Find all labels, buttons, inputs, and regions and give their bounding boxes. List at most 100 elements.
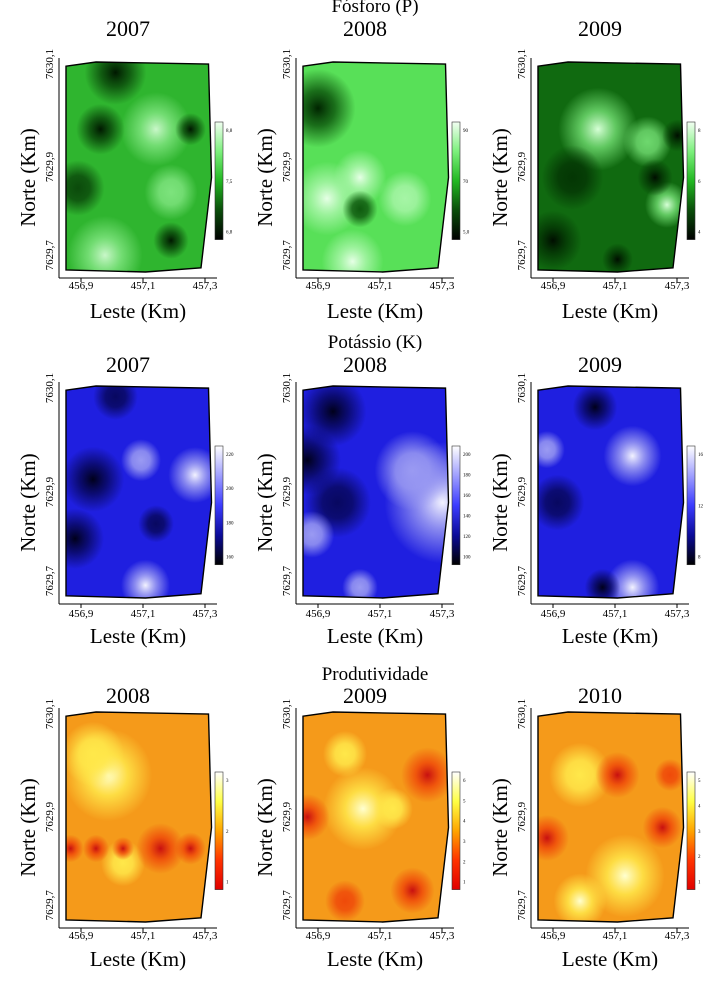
colour-bar [214, 445, 224, 566]
x-tick-label: 456,9 [69, 280, 94, 292]
colour-bar-tick: 180 [226, 521, 234, 526]
x-axis-label: Leste (Km) [327, 624, 423, 648]
contour-blob [595, 751, 640, 799]
x-tick-label: 457,1 [368, 280, 393, 292]
colour-bar-tick: 70 [463, 180, 469, 185]
contour-map [66, 712, 212, 922]
y-tick-label: 7629,7 [516, 240, 528, 271]
contour-blob [342, 568, 378, 598]
panel-year: 2010 [578, 683, 622, 708]
x-axis-label: Leste (Km) [562, 947, 658, 971]
map-outline [302, 61, 450, 273]
colour-bar-tick: 16 [698, 453, 704, 458]
contour-blob [66, 160, 105, 216]
colour-bar-tick: 90 [463, 129, 469, 134]
y-tick-label: 7630,1 [281, 49, 293, 79]
contour-blob [303, 793, 330, 841]
colour-bar-tick: 200 [463, 453, 471, 458]
panel-year: 2009 [343, 683, 387, 708]
contour-blob [93, 386, 138, 420]
y-axis-label: Norte (Km) [253, 778, 277, 877]
contour-blob [66, 446, 125, 512]
contour-blob [111, 836, 135, 861]
y-tick-label: 7629,7 [44, 565, 56, 596]
contour-blob [642, 806, 683, 849]
y-tick-label: 7630,1 [44, 49, 56, 79]
colour-bar-tick: 160 [226, 556, 234, 561]
panel-year: 2007 [106, 352, 150, 377]
panel-group-2: Potássio (K) 2007 456,9 457,1 457,3 7630,1 762… [16, 332, 704, 648]
contour-map [538, 712, 684, 922]
colour-bar [686, 771, 696, 890]
x-tick-label: 457,3 [193, 930, 218, 942]
contour-blob [66, 834, 84, 863]
contour-blob [602, 243, 633, 272]
x-tick-label: 457,3 [665, 930, 690, 942]
contour-blob [323, 767, 403, 851]
x-tick-label: 456,9 [69, 930, 94, 942]
colour-bar-tick: 4 [463, 820, 466, 825]
x-tick-label: 457,3 [665, 280, 690, 292]
y-tick-label: 7629,9 [516, 476, 528, 507]
colour-bar-tick: 2 [698, 855, 701, 860]
contour-blob [303, 68, 356, 148]
contour-blob [136, 823, 185, 874]
x-tick-label: 456,9 [541, 608, 566, 620]
y-axis-label: Norte (Km) [253, 453, 277, 552]
contour-blob [538, 430, 565, 469]
y-axis-label: Norte (Km) [488, 778, 512, 877]
colour-bar-tick: 4 [698, 231, 701, 236]
contour-blob [325, 880, 365, 922]
contour-blob [76, 103, 125, 155]
y-tick-label: 7629,7 [44, 890, 56, 921]
x-axis-label: Leste (Km) [327, 299, 423, 323]
contour-blob [538, 814, 570, 862]
panel-year: 2009 [578, 16, 622, 41]
y-axis-label: Norte (Km) [253, 128, 277, 227]
contour-blob [120, 439, 162, 482]
group-title: Fósforo (P) [331, 0, 418, 17]
colour-bar-tick: 2 [463, 860, 466, 865]
colour-bar-tick: 5 [698, 779, 701, 784]
x-tick-label: 457,1 [131, 930, 156, 942]
contour-blob [373, 787, 413, 830]
x-tick-label: 457,3 [430, 930, 455, 942]
map-outline [537, 711, 685, 923]
x-tick-label: 457,1 [368, 930, 393, 942]
panel-2008: 2008 456,9 457,1 457,3 7630,1 7629,9 7629,7 Les… [253, 352, 471, 648]
y-axis-label: Norte (Km) [16, 128, 40, 227]
contour-blob [390, 867, 435, 914]
contour-blob [321, 229, 384, 272]
y-tick-label: 7629,7 [44, 240, 56, 271]
x-tick-label: 457,1 [368, 608, 393, 620]
colour-bar-tick: 8,8 [226, 129, 233, 134]
x-tick-label: 457,1 [131, 280, 156, 292]
x-tick-label: 457,3 [193, 280, 218, 292]
contour-blob [168, 447, 212, 504]
x-tick-label: 457,1 [131, 608, 156, 620]
contour-blob [637, 159, 673, 196]
contour-blob [100, 840, 146, 887]
x-tick-label: 457,3 [430, 608, 455, 620]
contour-blob [374, 431, 449, 511]
contour-blob [342, 190, 378, 228]
y-tick-label: 7630,1 [281, 699, 293, 729]
colour-bar-tick: 140 [463, 515, 471, 520]
map-outline [65, 711, 213, 923]
x-axis-label: Leste (Km) [90, 624, 186, 648]
x-tick-label: 457,3 [430, 280, 455, 292]
panel-2008: 2008 456,9 457,1 457,3 7630,1 7629,9 7629,7 Les… [253, 16, 470, 323]
contour-blob [121, 559, 170, 598]
panel-2009: 2009 456,9 457,1 457,3 7630,1 7629,9 7629,7 Les… [253, 683, 466, 971]
panel-year: 2008 [343, 352, 387, 377]
map-outline [302, 711, 450, 923]
y-tick-label: 7630,1 [516, 373, 528, 403]
y-axis-label: Norte (Km) [16, 453, 40, 552]
contour-map [538, 62, 684, 272]
y-tick-label: 7629,9 [281, 476, 293, 507]
group-title: Potássio (K) [328, 332, 422, 353]
contour-map [66, 62, 212, 272]
colour-bar-tick: 6 [463, 779, 466, 784]
colour-bar-tick: 3 [698, 830, 701, 835]
x-axis-label: Leste (Km) [90, 299, 186, 323]
